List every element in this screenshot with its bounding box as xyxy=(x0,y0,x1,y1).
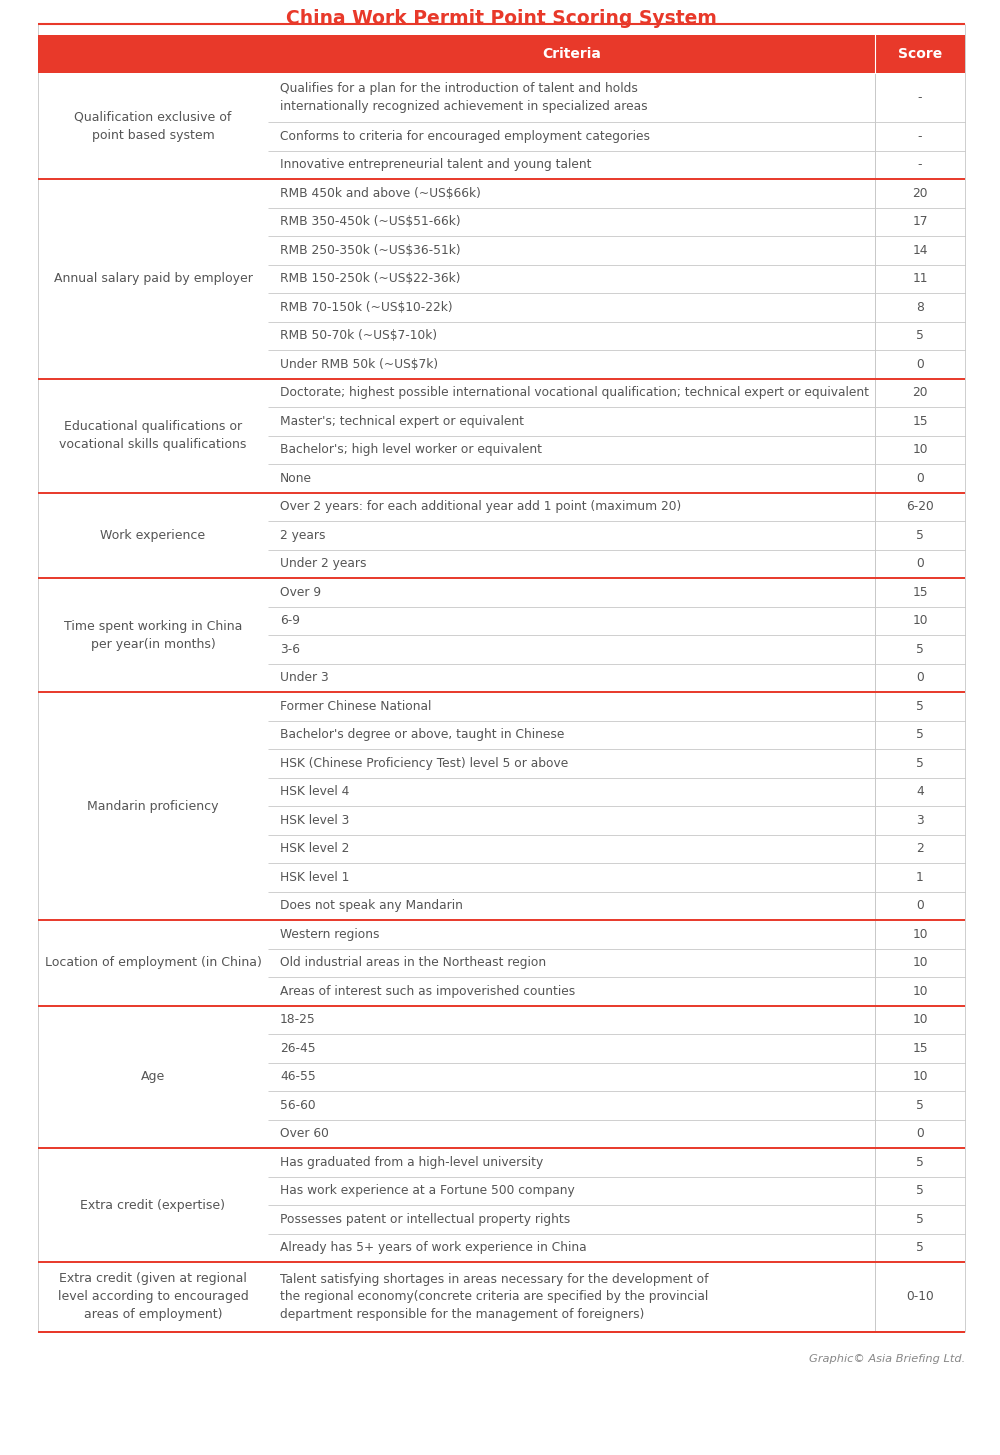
Text: 10: 10 xyxy=(912,614,928,627)
Text: 0: 0 xyxy=(916,358,924,371)
Text: Over 2 years: for each additional year add 1 point (maximum 20): Over 2 years: for each additional year a… xyxy=(280,501,681,514)
Text: Innovative entrepreneurial talent and young talent: Innovative entrepreneurial talent and yo… xyxy=(280,159,591,172)
Text: -: - xyxy=(918,92,922,103)
Text: 20: 20 xyxy=(912,186,928,199)
Text: 56-60: 56-60 xyxy=(280,1099,316,1112)
Text: 15: 15 xyxy=(912,1042,928,1055)
Text: 10: 10 xyxy=(912,1013,928,1026)
Text: Western regions: Western regions xyxy=(280,928,379,941)
Text: 10: 10 xyxy=(912,928,928,941)
Text: 2 years: 2 years xyxy=(280,528,325,541)
Text: 10: 10 xyxy=(912,985,928,998)
Text: 5: 5 xyxy=(916,643,924,656)
Text: 5: 5 xyxy=(916,1099,924,1112)
Text: Under RMB 50k (~US$7k): Under RMB 50k (~US$7k) xyxy=(280,358,438,371)
Text: 5: 5 xyxy=(916,528,924,541)
Text: 5: 5 xyxy=(916,1184,924,1197)
Text: 5: 5 xyxy=(916,700,924,713)
Text: HSK (Chinese Proficiency Test) level 5 or above: HSK (Chinese Proficiency Test) level 5 o… xyxy=(280,757,568,770)
Text: Doctorate; highest possible international vocational qualification; technical ex: Doctorate; highest possible internationa… xyxy=(280,386,869,399)
Text: 15: 15 xyxy=(912,586,928,599)
Text: -: - xyxy=(918,159,922,172)
Text: RMB 250-350k (~US$36-51k): RMB 250-350k (~US$36-51k) xyxy=(280,244,461,256)
Text: 5: 5 xyxy=(916,1155,924,1168)
Text: 10: 10 xyxy=(912,1071,928,1084)
Text: Under 3: Under 3 xyxy=(280,671,329,684)
Text: Annual salary paid by employer: Annual salary paid by employer xyxy=(54,272,252,285)
Text: Work experience: Work experience xyxy=(100,528,206,541)
Text: Over 9: Over 9 xyxy=(280,586,321,599)
Text: RMB 50-70k (~US$7-10k): RMB 50-70k (~US$7-10k) xyxy=(280,329,437,342)
Text: Criteria: Criteria xyxy=(542,47,601,61)
Text: 5: 5 xyxy=(916,329,924,342)
Text: 26-45: 26-45 xyxy=(280,1042,316,1055)
Text: Former Chinese National: Former Chinese National xyxy=(280,700,431,713)
Text: 5: 5 xyxy=(916,1213,924,1225)
Text: 0: 0 xyxy=(916,471,924,485)
Text: RMB 70-150k (~US$10-22k): RMB 70-150k (~US$10-22k) xyxy=(280,301,453,314)
Text: HSK level 4: HSK level 4 xyxy=(280,786,349,799)
Text: Location of employment (in China): Location of employment (in China) xyxy=(45,956,261,969)
Text: Mandarin proficiency: Mandarin proficiency xyxy=(87,799,219,812)
Text: Qualification exclusive of
point based system: Qualification exclusive of point based s… xyxy=(74,111,232,141)
Text: Old industrial areas in the Northeast region: Old industrial areas in the Northeast re… xyxy=(280,956,546,969)
Text: 6-20: 6-20 xyxy=(906,501,934,514)
Text: 0: 0 xyxy=(916,671,924,684)
Text: 14: 14 xyxy=(912,244,928,256)
Text: 11: 11 xyxy=(912,272,928,285)
Text: HSK level 3: HSK level 3 xyxy=(280,813,349,826)
Text: 20: 20 xyxy=(912,386,928,399)
Text: Bachelor's degree or above, taught in Chinese: Bachelor's degree or above, taught in Ch… xyxy=(280,729,564,741)
Text: -: - xyxy=(918,129,922,143)
Text: Has graduated from a high-level university: Has graduated from a high-level universi… xyxy=(280,1155,543,1168)
Text: RMB 450k and above (~US$66k): RMB 450k and above (~US$66k) xyxy=(280,186,481,199)
Text: Conforms to criteria for encouraged employment categories: Conforms to criteria for encouraged empl… xyxy=(280,129,650,143)
Text: 18-25: 18-25 xyxy=(280,1013,316,1026)
Text: China Work Permit Point Scoring System: China Work Permit Point Scoring System xyxy=(286,9,717,28)
Text: 3: 3 xyxy=(916,813,924,826)
Text: Already has 5+ years of work experience in China: Already has 5+ years of work experience … xyxy=(280,1241,587,1254)
Text: Extra credit (expertise): Extra credit (expertise) xyxy=(80,1199,225,1212)
Text: Score: Score xyxy=(898,47,942,61)
Text: Master's; technical expert or equivalent: Master's; technical expert or equivalent xyxy=(280,415,524,428)
Text: 15: 15 xyxy=(912,415,928,428)
Text: 3-6: 3-6 xyxy=(280,643,300,656)
Text: 8: 8 xyxy=(916,301,924,314)
Text: Bachelor's; high level worker or equivalent: Bachelor's; high level worker or equival… xyxy=(280,444,542,457)
Text: 5: 5 xyxy=(916,729,924,741)
Text: 6-9: 6-9 xyxy=(280,614,300,627)
Text: Areas of interest such as impoverished counties: Areas of interest such as impoverished c… xyxy=(280,985,575,998)
Text: Graphic© Asia Briefing Ltd.: Graphic© Asia Briefing Ltd. xyxy=(809,1353,965,1363)
Text: 0: 0 xyxy=(916,1128,924,1141)
Text: RMB 150-250k (~US$22-36k): RMB 150-250k (~US$22-36k) xyxy=(280,272,460,285)
Text: Qualifies for a plan for the introduction of talent and holds
internationally re: Qualifies for a plan for the introductio… xyxy=(280,83,648,112)
Text: 0: 0 xyxy=(916,899,924,912)
Text: Age: Age xyxy=(141,1071,165,1084)
Text: 0-10: 0-10 xyxy=(906,1291,934,1304)
Text: Time spent working in China
per year(in months): Time spent working in China per year(in … xyxy=(64,620,242,650)
Text: 5: 5 xyxy=(916,1241,924,1254)
Bar xyxy=(38,35,965,73)
Text: 1: 1 xyxy=(916,870,924,883)
Text: 5: 5 xyxy=(916,757,924,770)
Text: 2: 2 xyxy=(916,842,924,856)
Text: 4: 4 xyxy=(916,786,924,799)
Text: Educational qualifications or
vocational skills qualifications: Educational qualifications or vocational… xyxy=(59,420,247,451)
Text: 17: 17 xyxy=(912,215,928,228)
Text: Possesses patent or intellectual property rights: Possesses patent or intellectual propert… xyxy=(280,1213,570,1225)
Text: Does not speak any Mandarin: Does not speak any Mandarin xyxy=(280,899,463,912)
Text: 10: 10 xyxy=(912,444,928,457)
Text: Has work experience at a Fortune 500 company: Has work experience at a Fortune 500 com… xyxy=(280,1184,575,1197)
Text: 10: 10 xyxy=(912,956,928,969)
Text: RMB 350-450k (~US$51-66k): RMB 350-450k (~US$51-66k) xyxy=(280,215,461,228)
Text: 0: 0 xyxy=(916,557,924,570)
Text: None: None xyxy=(280,471,312,485)
Text: Talent satisfying shortages in areas necessary for the development of
the region: Talent satisfying shortages in areas nec… xyxy=(280,1273,708,1321)
Text: Extra credit (given at regional
level according to encouraged
areas of employmen: Extra credit (given at regional level ac… xyxy=(58,1272,248,1321)
Text: Over 60: Over 60 xyxy=(280,1128,329,1141)
Text: 46-55: 46-55 xyxy=(280,1071,316,1084)
Text: Under 2 years: Under 2 years xyxy=(280,557,366,570)
Text: HSK level 1: HSK level 1 xyxy=(280,870,349,883)
Text: HSK level 2: HSK level 2 xyxy=(280,842,349,856)
